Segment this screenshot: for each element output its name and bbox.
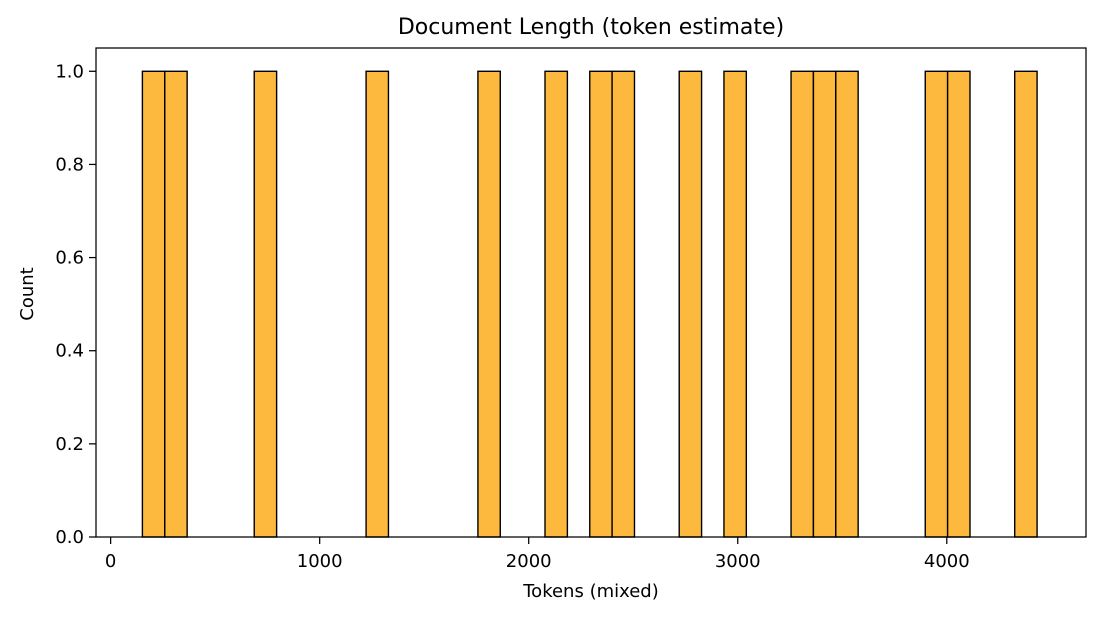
x-axis-title: Tokens (mixed) [522,581,659,602]
histogram-bar-3 [253,70,278,538]
histogram-bar-1 [141,70,166,538]
plot-frame [95,47,1087,538]
histogram-bar-6 [544,70,569,538]
x-tick-label: 2000 [506,551,552,572]
histogram-bar-16 [1014,70,1038,538]
histogram-bar-9 [678,70,703,538]
y-tick-label: 0.8 [55,154,84,175]
y-tick-label: 1.0 [55,61,84,82]
histogram-bar-14 [924,70,949,538]
x-tick-label: 0 [105,551,116,572]
bars-layer [141,70,1038,538]
x-tick-label: 4000 [924,551,970,572]
histogram-bar-15 [946,70,971,538]
chart-title: Document Length (token estimate) [398,15,784,40]
histogram-bar-10 [723,70,748,538]
y-tick-label: 0.2 [55,434,84,455]
histogram-bar-4 [365,70,390,538]
histogram-bar-5 [477,70,501,538]
histogram-bar-13 [835,70,859,538]
y-tick-label: 0.4 [55,341,84,362]
histogram-bar-7 [589,70,613,538]
x-tick-label: 3000 [715,551,761,572]
histogram-bar-2 [164,70,188,538]
histogram-bar-11 [790,70,815,538]
y-axis-title: Count [17,267,38,320]
ticks-layer: 0 1000 2000 3000 4000 0.0 0.2 0.4 0.6 0.8 1.0 [55,61,969,572]
y-tick-label: 0.6 [55,248,84,269]
x-tick-label: 1000 [297,551,343,572]
histogram-bar-12 [812,70,837,538]
histogram-bar-8 [611,70,636,538]
y-tick-label: 0.0 [55,527,84,548]
